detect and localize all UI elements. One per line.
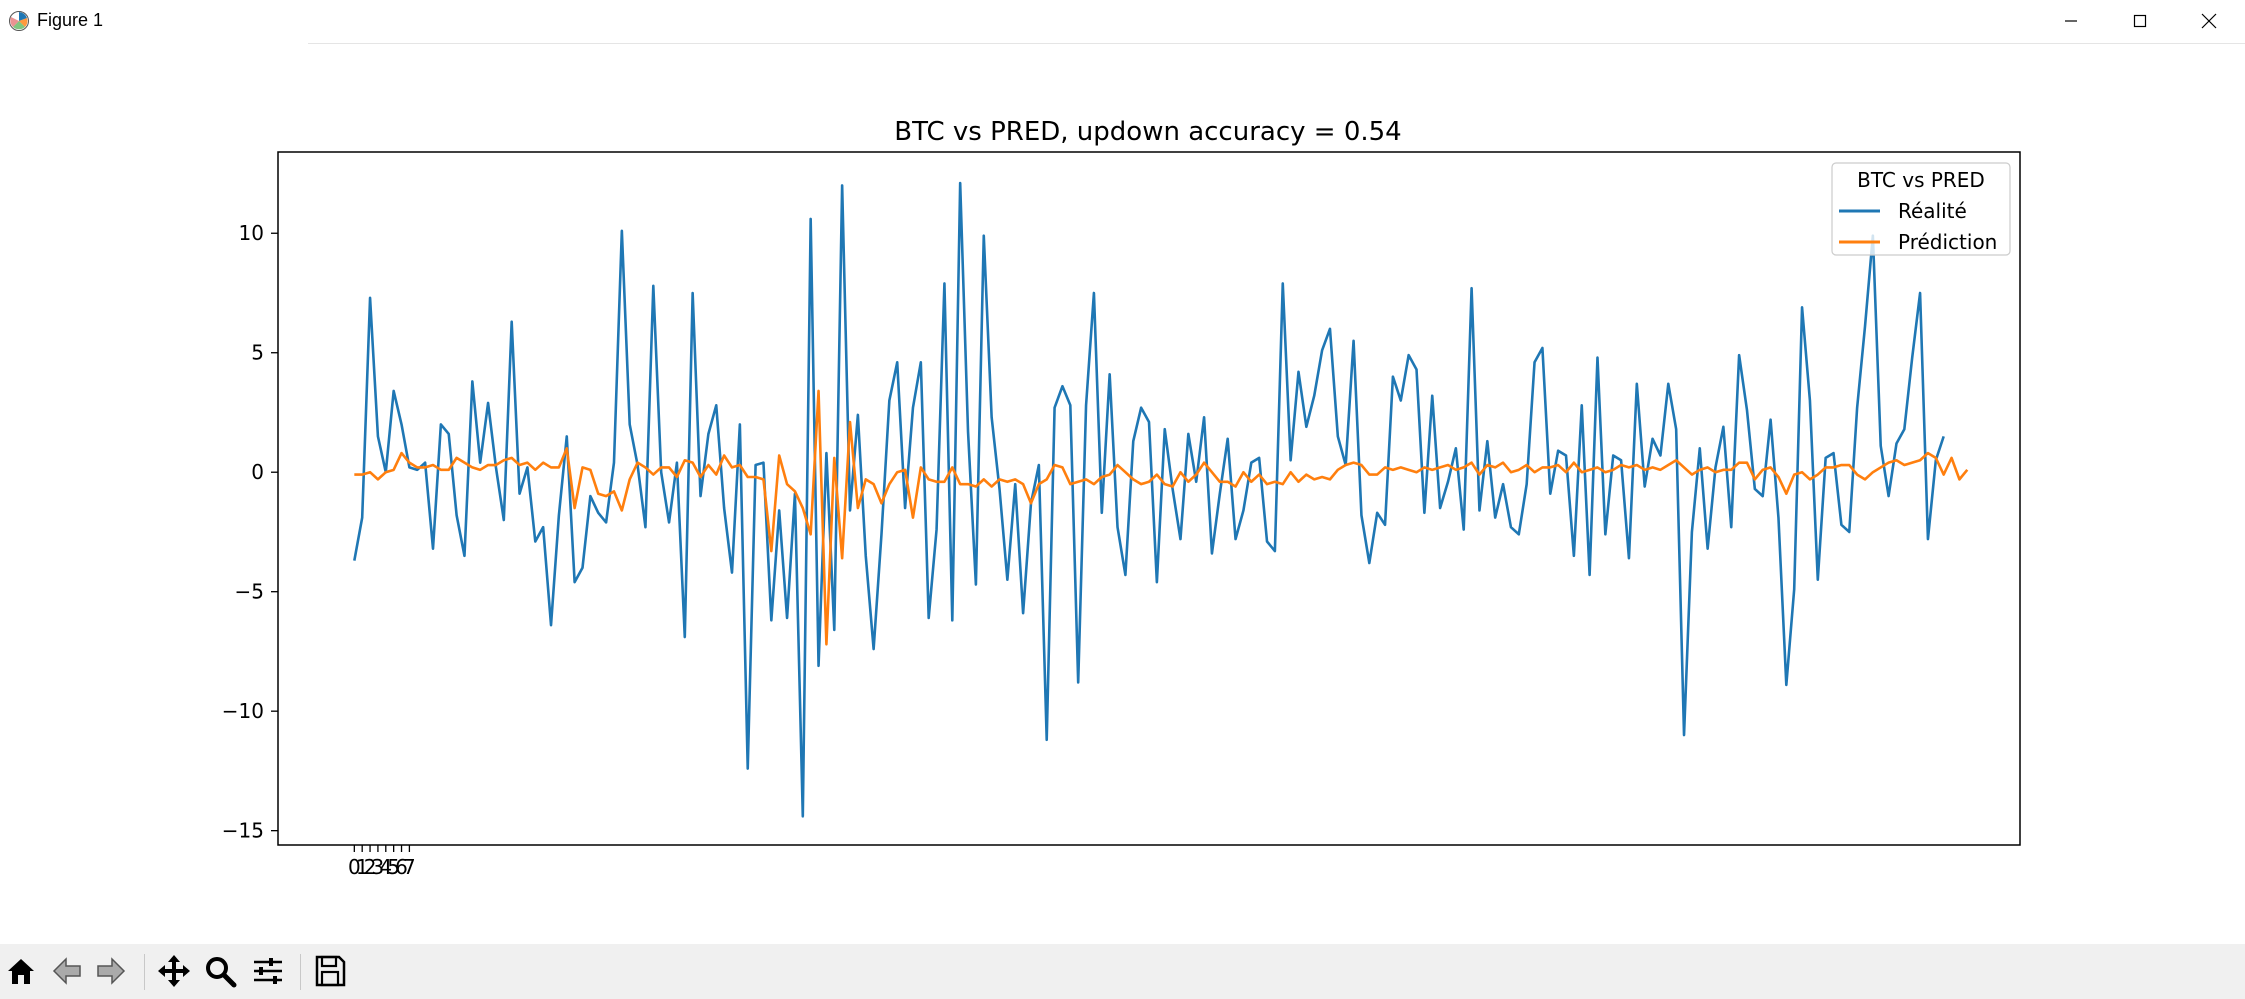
- back-arrow-icon: [52, 957, 81, 985]
- home-icon: [8, 959, 34, 984]
- matplotlib-figure-icon: [9, 11, 29, 31]
- forward-button[interactable]: [90, 950, 132, 992]
- x-tick-label: 4: [379, 855, 392, 879]
- x-tick-label: 3: [372, 855, 385, 879]
- legend-label-prediction: Prédiction: [1898, 230, 1997, 254]
- pan-button[interactable]: [153, 950, 195, 992]
- zoom-icon: [206, 957, 237, 988]
- forward-arrow-icon: [97, 957, 126, 985]
- x-tick-label: 6: [395, 855, 408, 879]
- toolbar-separator: [144, 954, 145, 990]
- zoom-button[interactable]: [199, 950, 241, 992]
- x-tick-label: 0: [348, 855, 361, 879]
- chart-title: BTC vs PRED, updown accuracy = 0.54: [894, 117, 1401, 147]
- minimize-button[interactable]: [2037, 0, 2105, 42]
- navigation-toolbar: [0, 944, 2245, 999]
- title-bar-divider: [308, 43, 2245, 44]
- configure-subplots-icon: [254, 958, 282, 984]
- x-tick-label: 5: [387, 855, 400, 879]
- back-button[interactable]: [46, 950, 88, 992]
- y-tick-label: −10: [222, 699, 264, 723]
- pan-icon: [158, 955, 190, 987]
- home-button[interactable]: [0, 950, 42, 992]
- plot-lines: [353, 181, 1969, 818]
- close-button[interactable]: [2175, 0, 2243, 42]
- x-tick-label: 7: [403, 855, 416, 879]
- maximize-button[interactable]: [2106, 0, 2174, 42]
- save-button[interactable]: [309, 950, 351, 992]
- axes-frame: [277, 151, 2021, 846]
- save-icon: [315, 955, 346, 987]
- maximize-icon: [2133, 14, 2147, 28]
- series-line-realite: [353, 181, 1945, 818]
- window-title-bar: Figure 1: [0, 0, 2245, 44]
- toolbar-separator: [300, 954, 301, 990]
- y-tick-label: −15: [222, 819, 264, 843]
- x-tick-label: 1: [356, 855, 369, 879]
- configure-subplots-button[interactable]: [247, 950, 289, 992]
- x-tick-label: 2: [364, 855, 377, 879]
- y-tick-label: −5: [235, 580, 264, 604]
- close-icon: [2201, 13, 2217, 29]
- legend: BTC vs PRED Réalité Prédiction: [1831, 162, 2011, 256]
- y-tick-label: 10: [239, 221, 264, 245]
- figure-canvas[interactable]: BTC vs PRED, updown accuracy = 0.54 −15 −…: [0, 44, 2245, 944]
- line-chart[interactable]: BTC vs PRED, updown accuracy = 0.54 −15 −…: [0, 44, 2245, 944]
- series-line-prediction: [354, 389, 1969, 646]
- legend-label-realite: Réalité: [1898, 199, 1967, 223]
- legend-title: BTC vs PRED: [1857, 168, 1985, 192]
- minimize-icon: [2065, 20, 2077, 22]
- y-tick-label: 5: [251, 341, 264, 365]
- legend-box: [1831, 162, 2011, 256]
- y-tick-label: 0: [251, 460, 264, 484]
- window-title: Figure 1: [37, 10, 104, 30]
